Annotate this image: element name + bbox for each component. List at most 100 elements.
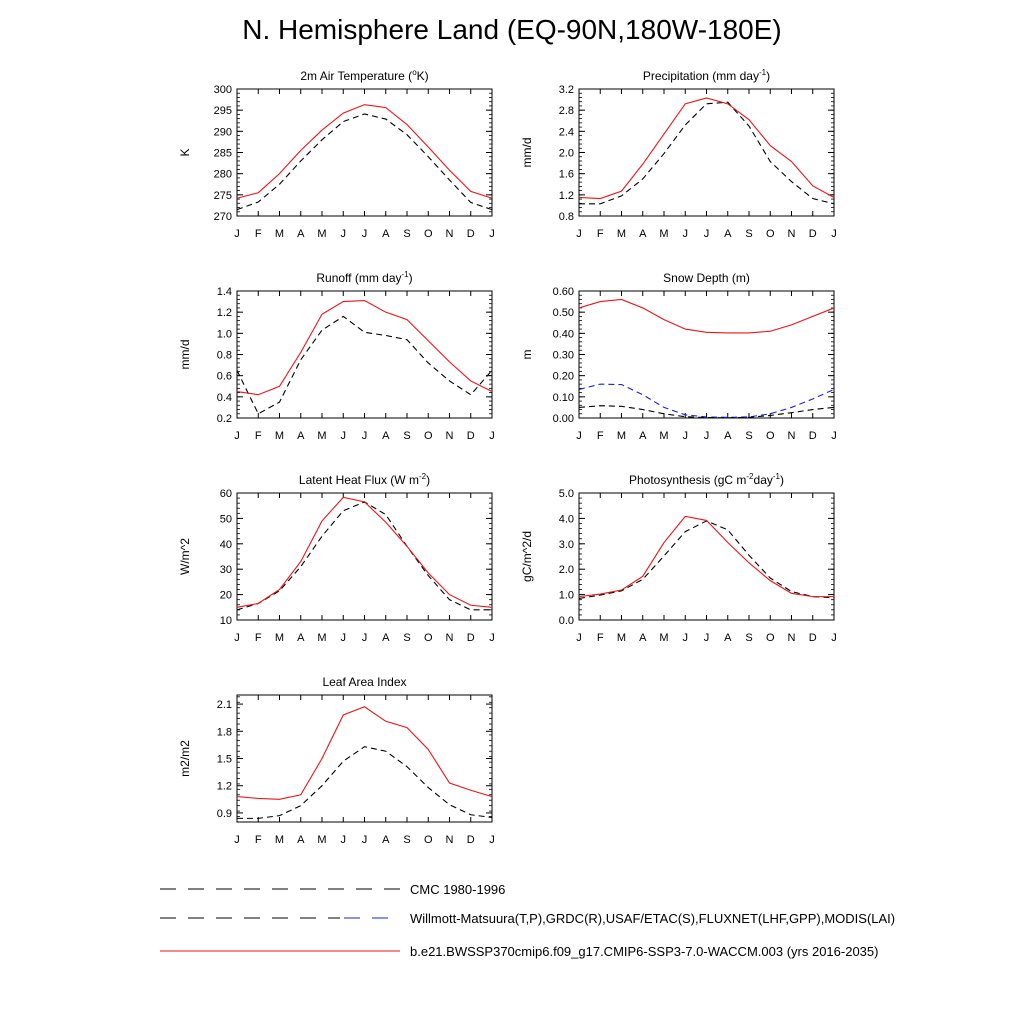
series-line-solid-red bbox=[236, 299, 493, 396]
y-axis-label: gC/m^2/d bbox=[520, 531, 534, 582]
x-tick-label: J bbox=[362, 430, 368, 442]
y-tick-label: 1.2 bbox=[217, 307, 232, 319]
x-tick-label: A bbox=[382, 632, 390, 644]
legend-label: b.e21.BWSSP370cmip6.f09_g17.CMIP6-SSP3-7… bbox=[410, 944, 878, 959]
x-tick-label: N bbox=[446, 228, 454, 240]
y-tick-label: 10 bbox=[220, 615, 232, 627]
legend-entry: Willmott-Matsuura(T,P),GRDC(R),USAF/ETAC… bbox=[160, 911, 895, 926]
x-tick-label: A bbox=[382, 228, 390, 240]
x-tick-label: M bbox=[659, 632, 668, 644]
x-tick-label: F bbox=[255, 430, 262, 442]
x-tick-label: J bbox=[831, 430, 837, 442]
x-tick-label: S bbox=[745, 430, 752, 442]
x-tick-label: J bbox=[704, 632, 710, 644]
chart-panel-2: Precipitation (mm day-1)mm/dJ F M A M J J A S O N D… bbox=[520, 68, 837, 240]
x-tick-label: M bbox=[317, 834, 326, 846]
y-tick-label: 1.5 bbox=[217, 754, 232, 766]
x-tick-label: O bbox=[424, 632, 433, 644]
x-tick-label: J bbox=[831, 228, 837, 240]
x-tick-label: S bbox=[403, 834, 410, 846]
y-axis-label: mm/d bbox=[520, 138, 534, 168]
x-tick-label: M bbox=[617, 632, 626, 644]
y-tick-label: 0.2 bbox=[217, 413, 232, 425]
y-tick-label: 2.4 bbox=[559, 126, 574, 138]
x-tick-label: J bbox=[489, 632, 495, 644]
chart-panel-4: Snow Depth (m)mJ F M A M J J A S O N D J0.000.100.20… bbox=[520, 271, 837, 442]
chart-panel-1: 2m Air Temperature (oK)KJ F M A M J J A S O N D J270… bbox=[178, 68, 495, 240]
y-tick-label: 4.0 bbox=[559, 513, 574, 525]
y-tick-label: 1.8 bbox=[217, 726, 232, 738]
x-tick-label: F bbox=[597, 430, 604, 442]
chart-title: Leaf Area Index bbox=[322, 675, 406, 689]
y-tick-label: 0.60 bbox=[553, 286, 574, 298]
chart-title: Latent Heat Flux (W m-2) bbox=[299, 472, 430, 487]
y-tick-label: 1.6 bbox=[559, 169, 574, 181]
plot-frame bbox=[236, 492, 493, 621]
x-tick-label: J bbox=[683, 228, 689, 240]
y-tick-label: 0.30 bbox=[553, 350, 574, 362]
x-tick-label: O bbox=[424, 430, 433, 442]
x-tick-label: J bbox=[576, 632, 582, 644]
x-tick-label: D bbox=[809, 632, 817, 644]
x-tick-label: F bbox=[597, 632, 604, 644]
y-tick-label: 3.0 bbox=[559, 539, 574, 551]
y-tick-label: 1.2 bbox=[559, 190, 574, 202]
y-tick-label: 275 bbox=[214, 190, 232, 202]
x-tick-label: A bbox=[724, 632, 732, 644]
x-tick-label: M bbox=[617, 228, 626, 240]
x-tick-label: J bbox=[683, 632, 689, 644]
y-tick-label: 2.1 bbox=[217, 699, 232, 711]
x-tick-label: F bbox=[597, 228, 604, 240]
x-tick-label: O bbox=[424, 834, 433, 846]
x-tick-label: S bbox=[403, 430, 410, 442]
x-tick-label: O bbox=[766, 430, 775, 442]
y-tick-label: 30 bbox=[220, 564, 232, 576]
y-tick-label: 50 bbox=[220, 513, 232, 525]
y-tick-label: 300 bbox=[214, 84, 232, 96]
x-tick-label: A bbox=[724, 228, 732, 240]
x-tick-label: A bbox=[639, 228, 647, 240]
legend-entry: b.e21.BWSSP370cmip6.f09_g17.CMIP6-SSP3-7… bbox=[160, 944, 878, 959]
x-tick-label: D bbox=[467, 228, 475, 240]
x-tick-label: O bbox=[766, 228, 775, 240]
y-tick-label: 0.20 bbox=[553, 371, 574, 383]
x-tick-label: M bbox=[617, 430, 626, 442]
y-tick-label: 2.0 bbox=[559, 564, 574, 576]
series-line-solid-red bbox=[578, 97, 835, 200]
x-tick-label: J bbox=[234, 632, 240, 644]
y-tick-label: 295 bbox=[214, 105, 232, 117]
x-tick-label: N bbox=[788, 228, 796, 240]
x-tick-label: F bbox=[255, 632, 262, 644]
x-tick-label: J bbox=[362, 228, 368, 240]
y-tick-label: 0.8 bbox=[217, 350, 232, 362]
x-tick-label: J bbox=[489, 834, 495, 846]
series-line-solid-red bbox=[236, 496, 493, 608]
page-title: N. Hemisphere Land (EQ-90N,180W-180E) bbox=[242, 14, 782, 45]
x-tick-label: N bbox=[788, 430, 796, 442]
y-axis-label: m bbox=[520, 350, 534, 360]
y-tick-label: 0.0 bbox=[559, 615, 574, 627]
plot-frame bbox=[578, 88, 835, 217]
x-tick-label: M bbox=[317, 430, 326, 442]
x-tick-label: J bbox=[341, 228, 347, 240]
y-tick-label: 1.4 bbox=[217, 286, 232, 298]
x-tick-label: J bbox=[362, 632, 368, 644]
x-tick-label: J bbox=[489, 228, 495, 240]
x-tick-label: J bbox=[341, 834, 347, 846]
x-tick-label: A bbox=[297, 632, 305, 644]
x-tick-label: S bbox=[745, 632, 752, 644]
y-tick-label: 1.0 bbox=[559, 590, 574, 602]
plot-frame bbox=[236, 290, 493, 419]
y-tick-label: 285 bbox=[214, 148, 232, 160]
x-tick-label: M bbox=[317, 632, 326, 644]
x-tick-label: J bbox=[234, 834, 240, 846]
y-tick-label: 0.4 bbox=[217, 392, 232, 404]
x-tick-label: A bbox=[639, 632, 647, 644]
x-tick-label: J bbox=[576, 228, 582, 240]
y-tick-label: 40 bbox=[220, 539, 232, 551]
chart-title: Runoff (mm day-1) bbox=[316, 270, 412, 285]
x-tick-label: N bbox=[446, 632, 454, 644]
x-tick-label: A bbox=[639, 430, 647, 442]
x-tick-label: J bbox=[576, 430, 582, 442]
